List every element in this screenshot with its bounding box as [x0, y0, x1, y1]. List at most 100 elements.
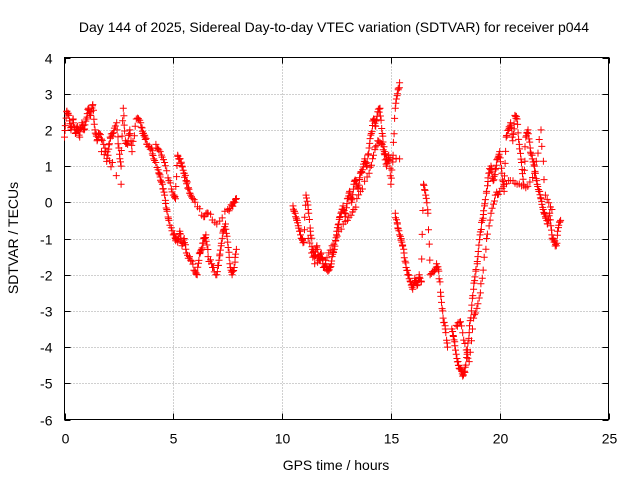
data-point-marker: [426, 256, 434, 264]
data-point-marker: [379, 132, 387, 140]
data-point-marker: [460, 336, 468, 344]
data-point-marker: [108, 159, 116, 166]
data-point-marker: [188, 257, 196, 265]
data-point-marker: [368, 128, 376, 136]
data-point-marker: [452, 350, 460, 358]
y-tick-label: 2: [45, 123, 53, 139]
y-axis-label: SDTVAR / TECUs: [5, 182, 21, 294]
x-tick-label: 20: [493, 431, 509, 447]
data-point-marker: [166, 179, 174, 187]
data-point-marker: [416, 274, 424, 282]
data-point-marker: [61, 122, 69, 130]
data-point-marker: [415, 273, 423, 281]
data-point-marker: [304, 235, 312, 242]
data-point-marker: [333, 224, 341, 232]
data-point-marker: [89, 101, 97, 109]
data-point-marker: [71, 130, 79, 137]
data-point-marker: [552, 240, 559, 248]
data-point-marker: [458, 322, 466, 330]
data-point-marker: [291, 207, 298, 215]
data-point-marker: [162, 200, 170, 207]
axis-ticks: [64, 57, 610, 421]
data-point-marker: [548, 206, 556, 213]
data-point-marker: [496, 148, 504, 156]
data-point-marker: [232, 195, 240, 203]
data-point-marker: [389, 138, 397, 146]
data-point-marker: [422, 194, 430, 202]
y-tick-label: 4: [45, 51, 53, 67]
data-point-marker: [313, 245, 321, 253]
data-point-marker: [514, 120, 522, 128]
data-point-marker: [514, 129, 522, 137]
data-point-marker: [515, 135, 523, 143]
data-point-marker: [196, 205, 204, 213]
data-point-marker: [352, 203, 360, 211]
data-point-marker: [397, 235, 405, 243]
data-point-marker: [187, 256, 195, 264]
data-point-marker: [160, 156, 167, 164]
data-point-marker: [199, 239, 207, 247]
data-point-marker: [480, 253, 488, 261]
data-point-marker: [358, 169, 366, 177]
data-point-marker: [309, 253, 317, 261]
data-point-marker: [395, 227, 403, 235]
grid-lines: [64, 57, 609, 420]
data-point-marker: [390, 130, 398, 138]
data-point-marker: [422, 191, 430, 199]
data-point-marker: [326, 246, 334, 254]
data-point-marker: [393, 90, 401, 98]
data-point-marker: [328, 242, 336, 250]
data-point-marker: [162, 204, 170, 212]
data-point-marker: [371, 143, 379, 151]
data-point-marker: [230, 264, 238, 271]
data-point-marker: [353, 195, 361, 203]
data-point-marker: [435, 267, 443, 275]
data-point-marker: [159, 185, 167, 193]
data-point-marker: [120, 112, 128, 120]
data-point-marker: [466, 348, 474, 356]
data-point-marker: [225, 253, 233, 261]
data-point-marker: [202, 231, 210, 239]
data-point-marker: [216, 250, 224, 258]
data-point-marker: [526, 178, 534, 186]
data-point-marker: [520, 166, 528, 174]
data-point-marker: [191, 267, 199, 275]
data-point-marker: [333, 232, 341, 240]
data-point-marker: [170, 231, 178, 239]
data-point-marker: [556, 218, 564, 226]
data-point-marker: [305, 209, 313, 217]
data-point-marker: [472, 309, 480, 317]
data-point-marker: [365, 169, 373, 177]
data-point-marker: [489, 177, 497, 185]
data-point-marker: [346, 189, 354, 197]
data-point-marker: [543, 195, 551, 203]
data-point-marker: [118, 132, 126, 140]
data-point-marker: [231, 198, 239, 206]
data-point-marker: [518, 159, 525, 166]
data-point-marker: [150, 155, 158, 163]
data-point-marker: [404, 271, 412, 279]
data-point-marker: [444, 343, 451, 351]
data-point-marker: [295, 224, 303, 232]
data-point-marker: [502, 147, 510, 155]
data-point-marker: [173, 162, 181, 169]
data-point-marker: [442, 329, 450, 337]
data-point-marker: [524, 182, 532, 190]
data-point-marker: [459, 329, 467, 337]
data-point-marker: [481, 200, 489, 208]
data-point-marker: [185, 185, 193, 193]
data-point-marker: [130, 132, 138, 140]
data-point-marker: [465, 329, 473, 337]
data-point-marker: [112, 172, 120, 180]
data-point-marker: [204, 246, 212, 253]
data-point-marker: [230, 267, 238, 274]
data-point-marker: [461, 340, 469, 347]
data-point-marker: [472, 266, 480, 273]
data-point-marker: [491, 197, 498, 205]
data-point-marker: [355, 181, 363, 189]
data-point-marker: [439, 307, 447, 315]
data-point-marker: [173, 173, 181, 181]
data-point-marker: [529, 174, 537, 181]
data-point-marker: [468, 337, 475, 345]
data-point-marker: [462, 361, 470, 369]
